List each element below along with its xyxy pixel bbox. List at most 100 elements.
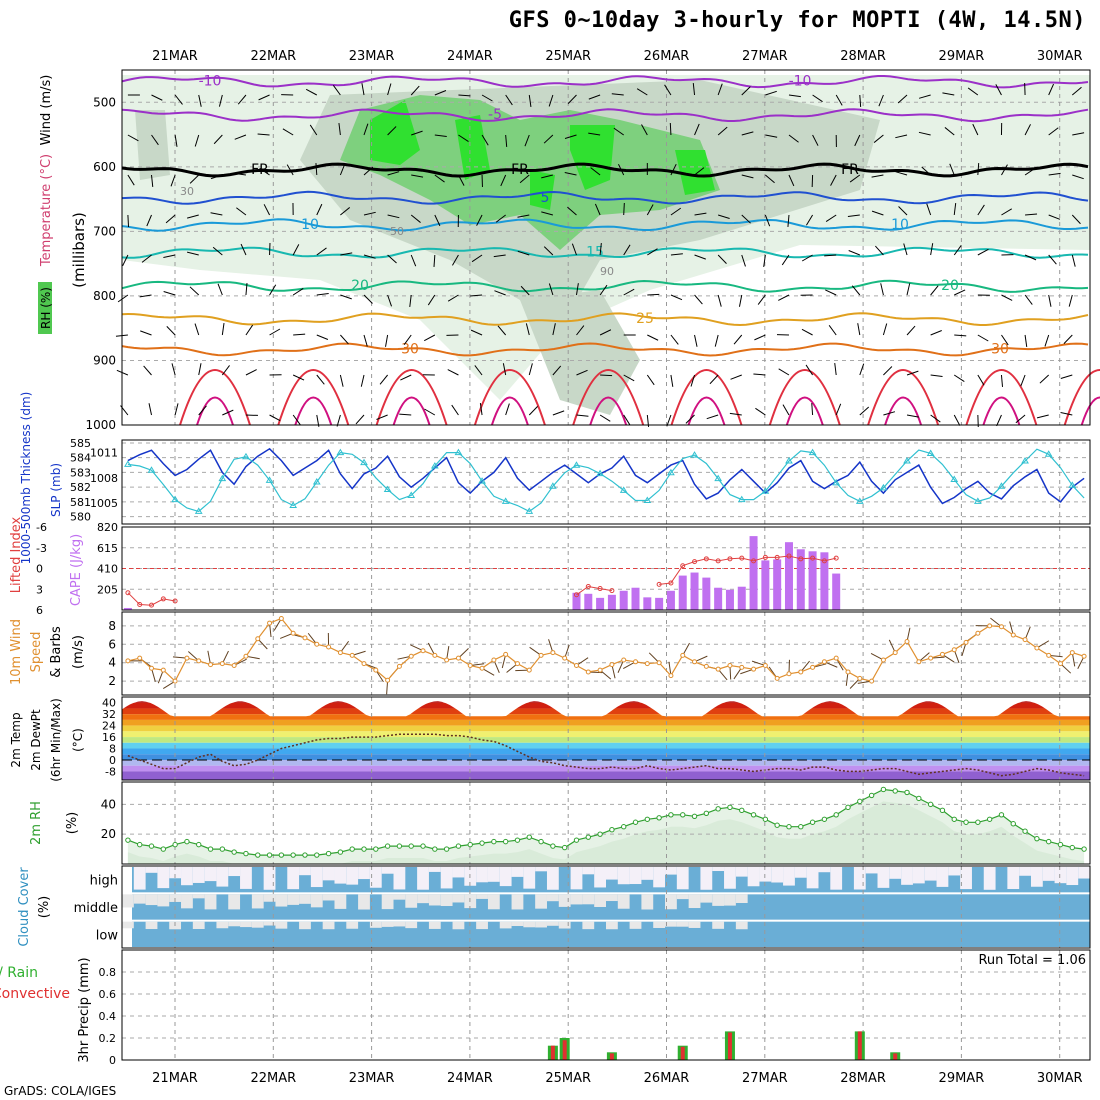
date-label-bottom: 27MAR [742,1071,788,1086]
cloud-cell [948,867,961,876]
wind-barb [646,204,654,216]
cloud-cell [558,921,571,929]
cloud-cell [240,921,252,928]
temperature-band [122,737,1090,743]
temperature-tick-label: 24 [102,720,116,733]
slp-point [643,496,652,503]
temperature-band [122,731,1090,738]
wind-barb [599,329,612,336]
wind-speed-point [278,615,284,621]
wind-speed-point [137,655,143,661]
cloud-cell [228,921,241,927]
wind-barb [245,369,257,376]
wind-barb [825,289,837,296]
cloud-cell [688,894,701,909]
cloud-cell [535,867,547,872]
wind-speed-point [444,657,450,663]
wind-speed-point [255,636,261,642]
wind-barb [977,204,985,216]
wind-barb [458,94,471,97]
wind-barb [1001,334,1009,346]
rh-point [1081,846,1087,852]
date-label-bottom: 29MAR [939,1071,985,1086]
wind-barb [733,334,743,345]
rh-line [127,788,1085,856]
slp-point [619,486,628,493]
rh-point [455,843,462,849]
wind-barb [434,90,447,96]
slp-point [690,451,699,458]
wind-speed-point [609,662,615,668]
rh-point [373,846,379,852]
wind-speed-point [1022,637,1028,643]
rh-point [609,827,615,833]
wind-tick-label: 6 [108,637,116,651]
rh-point [857,798,863,805]
wind-barb [525,323,530,336]
wind-barb [1025,213,1038,216]
cape-panel: 205 410 615 820 -6 -3 0 3 6 [36,521,1090,617]
wind-barb [1048,294,1052,307]
rh-point [160,846,167,852]
wind-barb [1048,83,1055,96]
wind-speed-point [692,659,698,665]
date-label-top: 25MAR [545,49,591,64]
cape-tick-label: 820 [97,521,118,534]
cloud-cell [665,867,677,875]
rh-point [951,816,957,822]
wind-barb [859,363,865,376]
cloud-cell [334,894,347,909]
wind-barb [977,374,985,386]
wind-barb [141,254,152,263]
li-point [762,554,768,560]
wind-barb [361,83,365,96]
wind-speed-point [751,666,757,672]
cloud-cell [192,867,205,883]
cloud-cell [499,867,512,887]
cloud-cell [1078,867,1090,879]
wind-barb [782,404,790,416]
wind-speed-point [975,630,981,636]
wind-barb [882,323,888,336]
wind-barb [245,283,248,296]
wind-barb [694,334,698,347]
wind-barb [754,334,766,341]
wind-barb [669,122,672,136]
wind-speed-point [1010,632,1016,638]
rh-tick-label: 20 [101,827,116,841]
wind-barb [954,334,967,337]
cape-bar [761,560,770,610]
wind-barb [151,174,154,187]
wind-barb [213,134,223,145]
thickness-tick-label: 581 [70,496,91,509]
wind-speed-point [361,661,367,667]
wind-barb [410,214,421,223]
wind-speed-point [857,675,863,681]
rh-point [432,846,438,852]
slp-point [147,466,156,473]
wind-speed-point [821,659,827,665]
cloud-cell [1030,867,1043,887]
wind-speed-point [668,673,674,679]
wind-speed-line [127,617,1085,683]
wind-barb [692,83,696,96]
wind-barb [903,243,908,256]
wind-barb [897,94,908,104]
wind-barb [811,402,814,416]
slp-point [667,468,675,476]
wind-speed-point [314,641,320,647]
cloud-cell [476,921,488,930]
wind-barb [470,329,483,336]
wind-barb [434,134,447,137]
li-point [703,556,709,562]
wind-barb [1000,374,1004,387]
wind-barb [332,84,341,96]
dewpoint-line [127,733,1085,777]
rh-point [798,824,804,830]
wind-barb [1072,132,1085,136]
cloud-cell [794,867,807,878]
wind-barb [930,243,934,256]
wind-speed-point [880,657,886,663]
wind-barb [1071,214,1081,225]
thickness-panel-frame [121,439,1091,525]
